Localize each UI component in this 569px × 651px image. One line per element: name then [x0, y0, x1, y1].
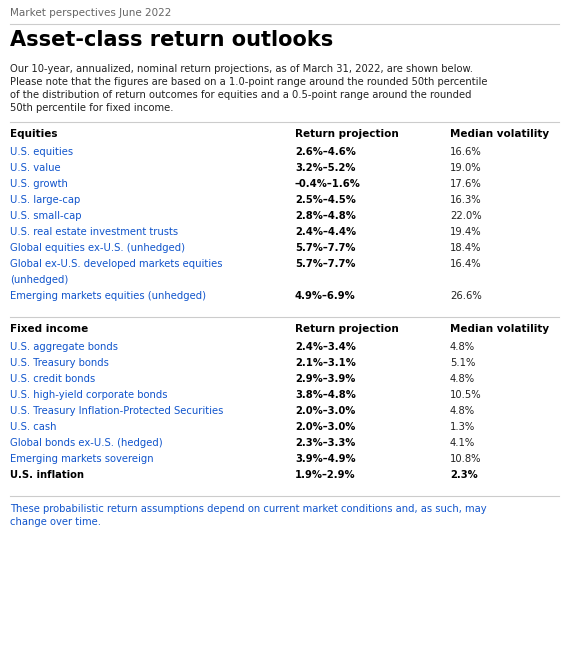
Text: 10.5%: 10.5%	[450, 390, 481, 400]
Text: 3.8%–4.8%: 3.8%–4.8%	[295, 390, 356, 400]
Text: Global bonds ex-U.S. (hedged): Global bonds ex-U.S. (hedged)	[10, 438, 163, 448]
Text: 18.4%: 18.4%	[450, 243, 481, 253]
Text: 16.4%: 16.4%	[450, 259, 481, 269]
Text: U.S. real estate investment trusts: U.S. real estate investment trusts	[10, 227, 178, 237]
Text: Our 10-year, annualized, nominal return projections, as of March 31, 2022, are s: Our 10-year, annualized, nominal return …	[10, 64, 473, 74]
Text: 2.4%–4.4%: 2.4%–4.4%	[295, 227, 356, 237]
Text: 2.3%: 2.3%	[450, 470, 478, 480]
Text: 50th percentile for fixed income.: 50th percentile for fixed income.	[10, 103, 174, 113]
Text: 2.1%–3.1%: 2.1%–3.1%	[295, 358, 356, 368]
Text: 2.9%–3.9%: 2.9%–3.9%	[295, 374, 356, 384]
Text: U.S. value: U.S. value	[10, 163, 61, 173]
Text: change over time.: change over time.	[10, 517, 101, 527]
Text: 2.8%–4.8%: 2.8%–4.8%	[295, 211, 356, 221]
Text: These probabilistic return assumptions depend on current market conditions and, : These probabilistic return assumptions d…	[10, 504, 486, 514]
Text: U.S. cash: U.S. cash	[10, 422, 56, 432]
Text: Asset-class return outlooks: Asset-class return outlooks	[10, 30, 333, 50]
Text: (unhedged): (unhedged)	[10, 275, 68, 285]
Text: 2.0%–3.0%: 2.0%–3.0%	[295, 406, 356, 416]
Text: U.S. high-yield corporate bonds: U.S. high-yield corporate bonds	[10, 390, 167, 400]
Text: Fixed income: Fixed income	[10, 324, 88, 334]
Text: 5.7%–7.7%: 5.7%–7.7%	[295, 243, 356, 253]
Text: of the distribution of return outcomes for equities and a 0.5-point range around: of the distribution of return outcomes f…	[10, 90, 472, 100]
Text: 5.7%–7.7%: 5.7%–7.7%	[295, 259, 356, 269]
Text: 16.6%: 16.6%	[450, 147, 482, 157]
Text: U.S. equities: U.S. equities	[10, 147, 73, 157]
Text: 4.8%: 4.8%	[450, 374, 475, 384]
Text: U.S. Treasury Inflation-Protected Securities: U.S. Treasury Inflation-Protected Securi…	[10, 406, 224, 416]
Text: 4.1%: 4.1%	[450, 438, 475, 448]
Text: Median volatility: Median volatility	[450, 324, 549, 334]
Text: 2.4%–3.4%: 2.4%–3.4%	[295, 342, 356, 352]
Text: 10.8%: 10.8%	[450, 454, 481, 464]
Text: 22.0%: 22.0%	[450, 211, 481, 221]
Text: 2.3%–3.3%: 2.3%–3.3%	[295, 438, 356, 448]
Text: 2.5%–4.5%: 2.5%–4.5%	[295, 195, 356, 205]
Text: 16.3%: 16.3%	[450, 195, 481, 205]
Text: Market perspectives June 2022: Market perspectives June 2022	[10, 8, 171, 18]
Text: U.S. inflation: U.S. inflation	[10, 470, 84, 480]
Text: 5.1%: 5.1%	[450, 358, 475, 368]
Text: U.S. aggregate bonds: U.S. aggregate bonds	[10, 342, 118, 352]
Text: Return projection: Return projection	[295, 324, 399, 334]
Text: Please note that the figures are based on a 1.0-point range around the rounded 5: Please note that the figures are based o…	[10, 77, 488, 87]
Text: Global equities ex-U.S. (unhedged): Global equities ex-U.S. (unhedged)	[10, 243, 185, 253]
Text: 1.9%–2.9%: 1.9%–2.9%	[295, 470, 356, 480]
Text: Emerging markets equities (unhedged): Emerging markets equities (unhedged)	[10, 291, 206, 301]
Text: U.S. growth: U.S. growth	[10, 179, 68, 189]
Text: 4.8%: 4.8%	[450, 406, 475, 416]
Text: U.S. Treasury bonds: U.S. Treasury bonds	[10, 358, 109, 368]
Text: Emerging markets sovereign: Emerging markets sovereign	[10, 454, 154, 464]
Text: U.S. credit bonds: U.S. credit bonds	[10, 374, 95, 384]
Text: 19.4%: 19.4%	[450, 227, 481, 237]
Text: 3.2%–5.2%: 3.2%–5.2%	[295, 163, 356, 173]
Text: 17.6%: 17.6%	[450, 179, 482, 189]
Text: 4.9%–6.9%: 4.9%–6.9%	[295, 291, 356, 301]
Text: 19.0%: 19.0%	[450, 163, 481, 173]
Text: U.S. large-cap: U.S. large-cap	[10, 195, 80, 205]
Text: 4.8%: 4.8%	[450, 342, 475, 352]
Text: Return projection: Return projection	[295, 129, 399, 139]
Text: Global ex-U.S. developed markets equities: Global ex-U.S. developed markets equitie…	[10, 259, 222, 269]
Text: 1.3%: 1.3%	[450, 422, 475, 432]
Text: Equities: Equities	[10, 129, 57, 139]
Text: 26.6%: 26.6%	[450, 291, 482, 301]
Text: 3.9%–4.9%: 3.9%–4.9%	[295, 454, 356, 464]
Text: 2.0%–3.0%: 2.0%–3.0%	[295, 422, 356, 432]
Text: –0.4%–1.6%: –0.4%–1.6%	[295, 179, 361, 189]
Text: Median volatility: Median volatility	[450, 129, 549, 139]
Text: 2.6%–4.6%: 2.6%–4.6%	[295, 147, 356, 157]
Text: U.S. small-cap: U.S. small-cap	[10, 211, 81, 221]
